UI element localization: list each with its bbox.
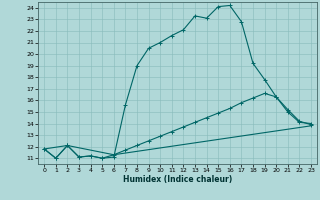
X-axis label: Humidex (Indice chaleur): Humidex (Indice chaleur) — [123, 175, 232, 184]
